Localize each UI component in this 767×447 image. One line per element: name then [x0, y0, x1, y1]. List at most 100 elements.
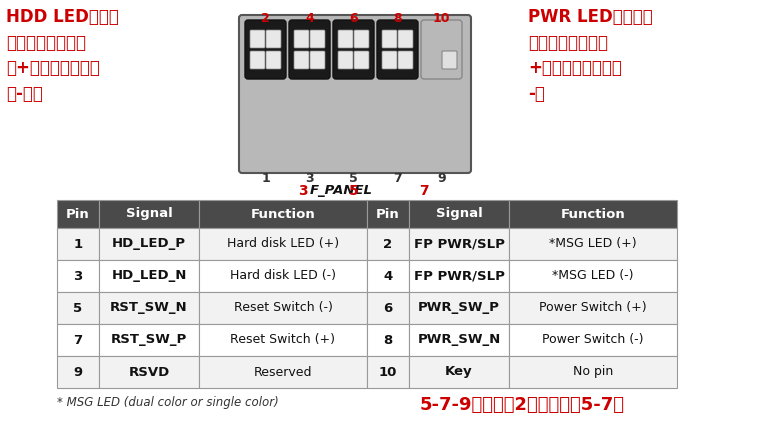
Bar: [409, 228, 509, 260]
FancyBboxPatch shape: [377, 20, 418, 79]
Text: Key: Key: [445, 366, 472, 379]
Text: Pin: Pin: [66, 207, 90, 220]
Bar: [199, 356, 367, 388]
FancyBboxPatch shape: [338, 30, 353, 48]
Text: Power Switch (-): Power Switch (-): [542, 333, 644, 346]
Text: 2: 2: [384, 237, 393, 250]
FancyBboxPatch shape: [338, 51, 353, 69]
Text: 5-7-9如果只有2针的话只插5-7针: 5-7-9如果只有2针的话只插5-7针: [420, 396, 625, 414]
Bar: [367, 324, 409, 356]
FancyBboxPatch shape: [289, 20, 330, 79]
Text: 7: 7: [420, 184, 429, 198]
Text: 8: 8: [384, 333, 393, 346]
Bar: [409, 200, 509, 228]
Bar: [99, 292, 199, 324]
Text: Reserved: Reserved: [254, 366, 312, 379]
Bar: [509, 260, 677, 292]
FancyBboxPatch shape: [442, 51, 457, 69]
Text: 7: 7: [393, 172, 402, 185]
FancyBboxPatch shape: [354, 30, 369, 48]
Text: 1: 1: [74, 237, 83, 250]
FancyBboxPatch shape: [294, 30, 309, 48]
FancyBboxPatch shape: [398, 51, 413, 69]
Bar: [99, 324, 199, 356]
Bar: [199, 200, 367, 228]
FancyBboxPatch shape: [382, 51, 397, 69]
Text: 1: 1: [261, 172, 270, 185]
Bar: [409, 356, 509, 388]
Text: 9: 9: [437, 172, 446, 185]
Bar: [57, 324, 99, 356]
Text: 6: 6: [349, 12, 358, 25]
FancyBboxPatch shape: [310, 30, 325, 48]
Text: Hard disk LED (+): Hard disk LED (+): [227, 237, 339, 250]
Text: RSVD: RSVD: [128, 366, 170, 379]
Text: HDD LED有正负
极之分，有颜色的
为+极，白色和黑色
是-极。: HDD LED有正负 极之分，有颜色的 为+极，白色和黑色 是-极。: [6, 8, 119, 103]
Text: Reset Switch (-): Reset Switch (-): [234, 301, 332, 315]
Bar: [509, 200, 677, 228]
FancyBboxPatch shape: [310, 51, 325, 69]
Bar: [409, 292, 509, 324]
Text: RST_SW_P: RST_SW_P: [111, 333, 187, 346]
Text: 3: 3: [298, 184, 308, 198]
Text: RST_SW_N: RST_SW_N: [110, 301, 188, 315]
Text: 8: 8: [393, 12, 402, 25]
Bar: [57, 260, 99, 292]
Bar: [57, 228, 99, 260]
Bar: [509, 324, 677, 356]
Text: 7: 7: [74, 333, 83, 346]
Bar: [99, 260, 199, 292]
Text: Hard disk LED (-): Hard disk LED (-): [230, 270, 336, 283]
Text: Function: Function: [561, 207, 625, 220]
FancyBboxPatch shape: [239, 15, 471, 173]
Text: *MSG LED (+): *MSG LED (+): [549, 237, 637, 250]
Text: 4: 4: [384, 270, 393, 283]
Text: *MSG LED (-): *MSG LED (-): [552, 270, 634, 283]
Bar: [509, 292, 677, 324]
Bar: [99, 228, 199, 260]
Text: Power Switch (+): Power Switch (+): [539, 301, 647, 315]
Text: Function: Function: [251, 207, 315, 220]
Bar: [199, 228, 367, 260]
Bar: [409, 260, 509, 292]
Text: 5: 5: [349, 172, 358, 185]
Text: Reset Switch (+): Reset Switch (+): [231, 333, 335, 346]
Text: Pin: Pin: [376, 207, 400, 220]
FancyBboxPatch shape: [421, 20, 462, 79]
Bar: [509, 228, 677, 260]
Bar: [367, 292, 409, 324]
Text: 5: 5: [349, 184, 358, 198]
Bar: [509, 356, 677, 388]
FancyBboxPatch shape: [398, 30, 413, 48]
FancyBboxPatch shape: [245, 20, 286, 79]
Bar: [367, 260, 409, 292]
FancyBboxPatch shape: [250, 30, 265, 48]
FancyBboxPatch shape: [250, 51, 265, 69]
Text: 5: 5: [74, 301, 83, 315]
Text: 6: 6: [384, 301, 393, 315]
Text: HD_LED_N: HD_LED_N: [111, 270, 186, 283]
Bar: [199, 260, 367, 292]
Text: PWR LED有正负极
之分，有颜色的为
+极，白色和黑色为
-极: PWR LED有正负极 之分，有颜色的为 +极，白色和黑色为 -极: [528, 8, 653, 103]
Bar: [199, 292, 367, 324]
FancyBboxPatch shape: [294, 51, 309, 69]
Bar: [367, 356, 409, 388]
Text: PWR_SW_N: PWR_SW_N: [417, 333, 501, 346]
Text: HD_LED_P: HD_LED_P: [112, 237, 186, 250]
Text: 3: 3: [74, 270, 83, 283]
Bar: [99, 356, 199, 388]
Bar: [199, 324, 367, 356]
Text: * MSG LED (dual color or single color): * MSG LED (dual color or single color): [57, 396, 278, 409]
Bar: [409, 324, 509, 356]
Bar: [99, 200, 199, 228]
FancyBboxPatch shape: [354, 51, 369, 69]
Bar: [57, 200, 99, 228]
Text: Signal: Signal: [436, 207, 482, 220]
Text: PWR_SW_P: PWR_SW_P: [418, 301, 500, 315]
Text: 3: 3: [305, 172, 314, 185]
Bar: [367, 228, 409, 260]
Text: 9: 9: [74, 366, 83, 379]
FancyBboxPatch shape: [333, 20, 374, 79]
Text: No pin: No pin: [573, 366, 613, 379]
Bar: [367, 200, 409, 228]
